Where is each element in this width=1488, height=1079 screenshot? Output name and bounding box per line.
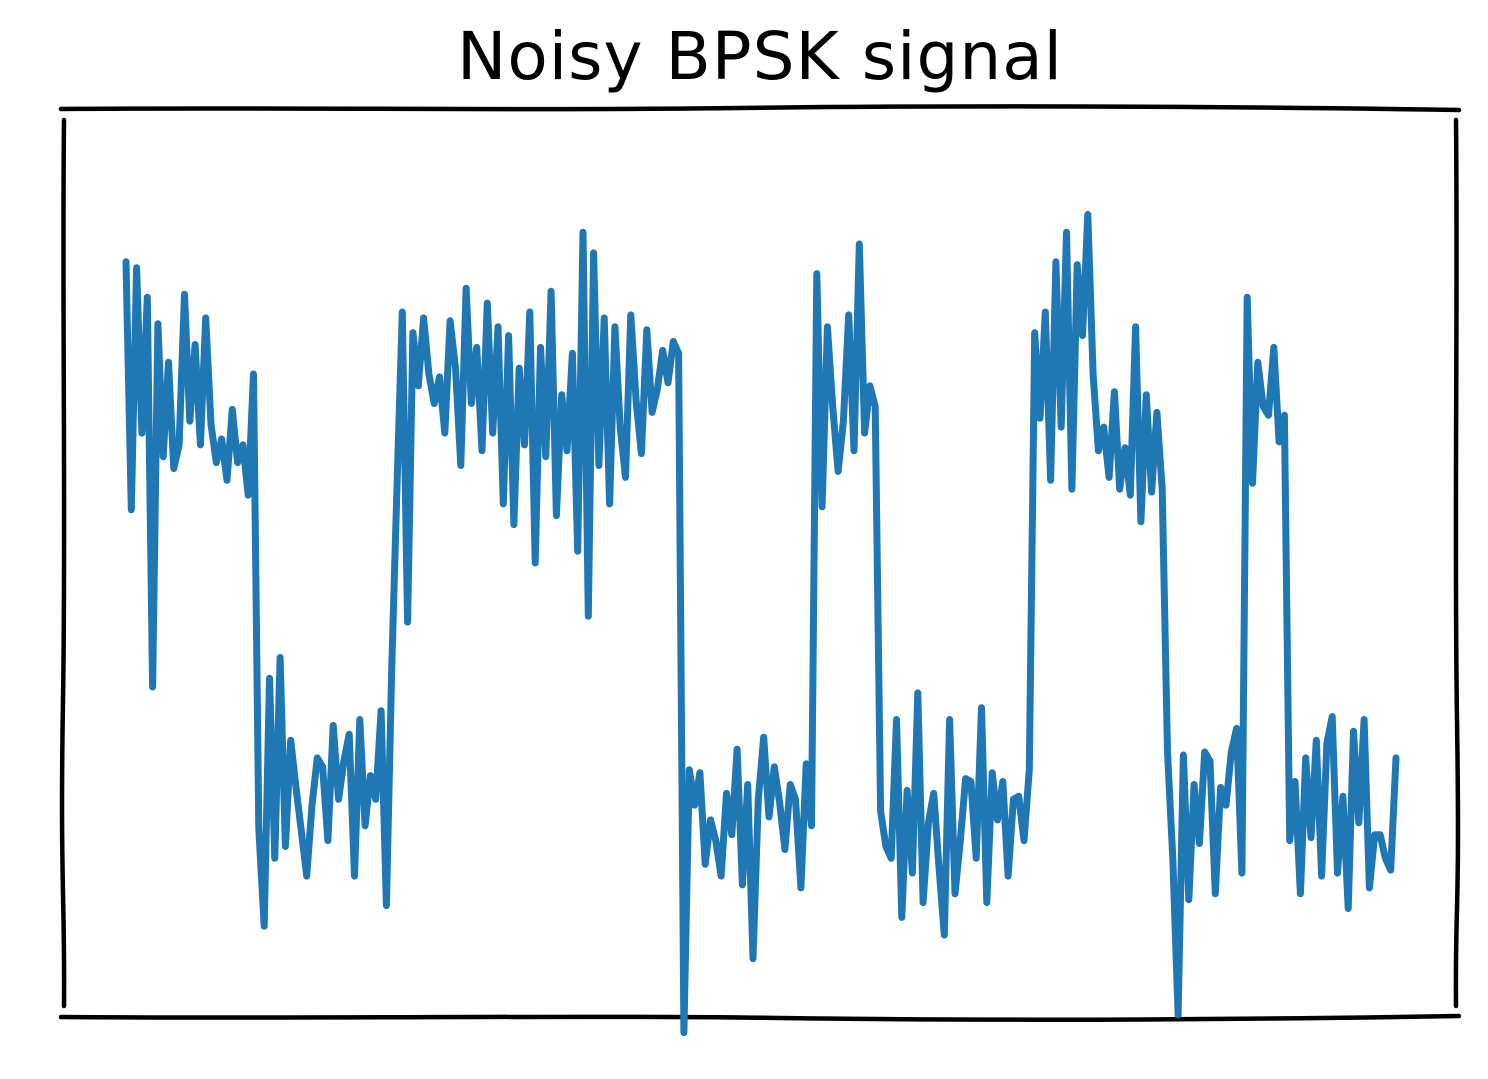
plot-area <box>122 211 1400 1037</box>
signal-series-line <box>122 211 1400 1037</box>
chart-title: Noisy BPSK signal <box>457 18 1063 95</box>
axes-frame <box>58 104 1462 1022</box>
frame-bottom <box>58 1013 1462 1022</box>
frame-right <box>1453 117 1461 1009</box>
frame-top <box>58 104 1462 113</box>
frame-left <box>59 117 67 1009</box>
